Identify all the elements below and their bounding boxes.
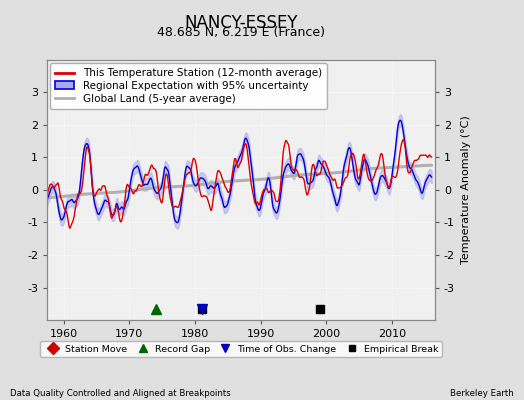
Text: 48.685 N, 6.219 E (France): 48.685 N, 6.219 E (France) [157, 26, 325, 39]
Legend: This Temperature Station (12-month average), Regional Expectation with 95% uncer: This Temperature Station (12-month avera… [50, 63, 327, 109]
Text: Berkeley Earth: Berkeley Earth [450, 389, 514, 398]
Text: NANCY-ESSEY: NANCY-ESSEY [184, 14, 298, 32]
Legend: Station Move, Record Gap, Time of Obs. Change, Empirical Break: Station Move, Record Gap, Time of Obs. C… [40, 341, 442, 357]
Text: Data Quality Controlled and Aligned at Breakpoints: Data Quality Controlled and Aligned at B… [10, 389, 231, 398]
Y-axis label: Temperature Anomaly (°C): Temperature Anomaly (°C) [461, 116, 471, 264]
